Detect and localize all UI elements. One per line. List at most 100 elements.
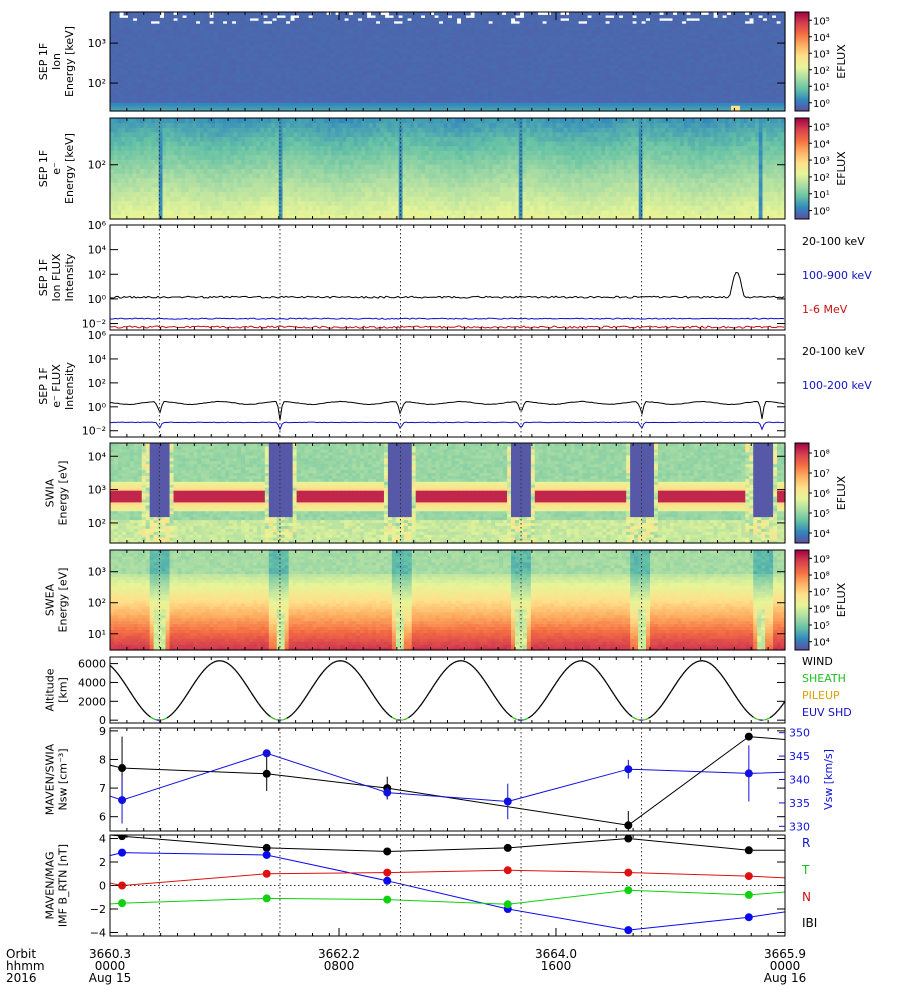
altitude-segment bbox=[274, 719, 276, 720]
altitude-segment bbox=[386, 712, 388, 714]
y-axis-label: Nsw [cm⁻³] bbox=[57, 748, 70, 810]
altitude-segment bbox=[392, 717, 394, 718]
altitude-segment bbox=[377, 701, 379, 703]
y2-tick-label: 350 bbox=[789, 727, 810, 740]
altitude-segment bbox=[451, 664, 453, 665]
altitude-segment bbox=[286, 718, 288, 719]
altitude-segment bbox=[290, 715, 292, 716]
altitude-segment bbox=[610, 687, 612, 689]
altitude-segment bbox=[434, 683, 436, 685]
altitude-segment bbox=[224, 662, 226, 663]
colorbar-tick-label: 10¹ bbox=[813, 190, 830, 201]
altitude-segment bbox=[359, 674, 361, 676]
colorbar-tick-label: 10⁴ bbox=[813, 638, 830, 649]
altitude-segment bbox=[419, 705, 421, 707]
altitude-segment bbox=[365, 682, 367, 684]
altitude-segment bbox=[253, 695, 255, 697]
altitude-segment bbox=[125, 684, 127, 686]
y-axis-label: Energy [eV] bbox=[57, 568, 70, 633]
altitude-segment bbox=[667, 696, 669, 698]
altitude-segment bbox=[260, 706, 262, 708]
altitude-segment bbox=[193, 684, 195, 686]
legend-entry: SHEATH bbox=[802, 672, 846, 685]
altitude-segment bbox=[721, 674, 723, 676]
absbabs-point bbox=[383, 847, 391, 855]
altitude-segment bbox=[668, 694, 670, 696]
altitude-segment bbox=[410, 715, 412, 716]
altitude-segment bbox=[614, 694, 616, 696]
e-flux-100-200kev-line bbox=[110, 422, 784, 429]
legend-entry: WIND bbox=[802, 655, 833, 668]
altitude-segment bbox=[259, 703, 261, 705]
bn-point bbox=[817, 876, 825, 884]
panel-frame-4 bbox=[110, 335, 785, 437]
nsw-point bbox=[745, 733, 753, 741]
altitude-segment bbox=[746, 710, 748, 712]
colorbar-tick-label: 10⁵ bbox=[813, 621, 830, 632]
altitude-segment bbox=[554, 684, 556, 686]
altitude-segment bbox=[706, 661, 708, 662]
altitude-segment bbox=[275, 719, 277, 720]
altitude-segment bbox=[767, 719, 769, 720]
altitude-segment bbox=[263, 709, 265, 711]
y-axis-label: Intensity bbox=[63, 362, 76, 410]
altitude-segment bbox=[235, 669, 237, 671]
colorbar-tick-label: 10³ bbox=[813, 156, 830, 167]
altitude-segment bbox=[484, 679, 486, 681]
y2-tick-label: 330 bbox=[789, 820, 810, 833]
br-point bbox=[817, 903, 825, 911]
altitude-segment bbox=[119, 675, 121, 677]
altitude-segment bbox=[344, 661, 346, 662]
swia-moments-plot bbox=[70, 733, 825, 840]
altitude-segment bbox=[347, 663, 349, 664]
bn-line bbox=[74, 870, 821, 885]
altitude-segment bbox=[775, 713, 777, 714]
hhmm-tick-label: 1600 bbox=[541, 959, 572, 973]
altitude-segment bbox=[431, 688, 433, 690]
colorbar-tick-label: 10⁸ bbox=[813, 449, 830, 460]
altitude-segment bbox=[164, 719, 166, 720]
altitude-segment bbox=[770, 717, 772, 718]
altitude-segment bbox=[379, 703, 381, 705]
altitude-segment bbox=[568, 667, 570, 668]
y-tick-label: 10⁰ bbox=[88, 293, 107, 306]
altitude-segment bbox=[697, 661, 699, 662]
colorbar-tick-label: 10⁵ bbox=[813, 16, 830, 27]
y-tick-label: 8 bbox=[99, 753, 106, 766]
altitude-segment bbox=[197, 677, 199, 679]
altitude-segment bbox=[773, 714, 775, 715]
altitude-segment bbox=[469, 663, 471, 664]
colorbar-tick-label: 10⁰ bbox=[813, 207, 830, 218]
altitude-segment bbox=[749, 714, 751, 715]
altitude-segment bbox=[506, 712, 508, 714]
altitude-segment bbox=[631, 715, 633, 716]
altitude-segment bbox=[512, 717, 514, 718]
altitude-segment bbox=[289, 716, 291, 717]
legend-entry: EUV SHD bbox=[802, 706, 852, 719]
bn-point bbox=[624, 869, 632, 877]
altitude-segment bbox=[319, 676, 321, 678]
altitude-segment bbox=[151, 717, 153, 718]
altitude-segment bbox=[265, 711, 267, 713]
y-tick-label: 4 bbox=[99, 833, 106, 846]
altitude-segment bbox=[148, 715, 150, 716]
altitude-segment bbox=[370, 689, 372, 691]
vsw-point bbox=[118, 796, 126, 804]
altitude-segment bbox=[421, 703, 423, 705]
altitude-segment bbox=[707, 662, 709, 663]
altitude-segment bbox=[481, 675, 483, 677]
altitude-segment bbox=[256, 699, 258, 701]
colorbar-tick-label: 10² bbox=[813, 66, 830, 77]
bt-point bbox=[504, 900, 512, 908]
altitude-segment bbox=[619, 701, 621, 703]
altitude-segment bbox=[136, 700, 138, 702]
altitude-segment bbox=[428, 692, 430, 694]
y-tick-label: 6 bbox=[99, 811, 106, 824]
altitude-segment bbox=[269, 715, 271, 716]
altitude-segment bbox=[425, 697, 427, 699]
altitude-segment bbox=[298, 707, 300, 709]
altitude-segment bbox=[685, 670, 687, 672]
altitude-segment bbox=[355, 669, 357, 671]
altitude-segment bbox=[181, 702, 183, 704]
altitude-segment bbox=[182, 700, 184, 702]
